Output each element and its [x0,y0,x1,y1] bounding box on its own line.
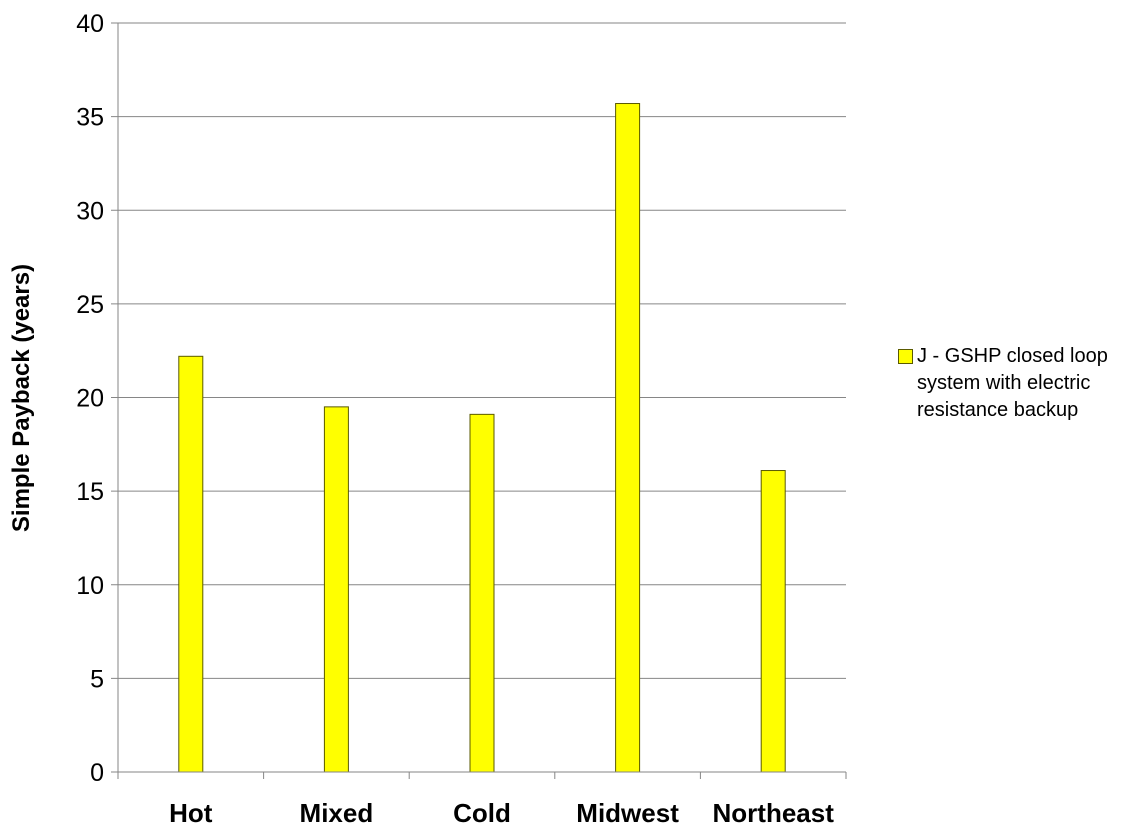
y-tick-label-40: 40 [76,10,104,38]
y-tick-label-15: 15 [76,478,104,506]
y-tick-label-35: 35 [76,104,104,132]
y-tick-label-10: 10 [76,572,104,600]
x-tick-label-cold: Cold [453,798,511,828]
y-axis-title: Simple Payback (years) [8,264,35,532]
bar-midwest [615,103,641,773]
y-tick-labels: 0 5 10 15 20 25 30 35 40 [76,10,104,787]
x-tick-labels: Hot Mixed Cold Midwest Northeast [169,798,834,828]
bar-mixed [323,406,349,773]
legend: J - GSHP closed loop system with electri… [898,343,1138,424]
bars [178,103,786,773]
bar-hot [178,355,204,773]
y-tick-label-25: 25 [76,291,104,319]
x-tick-label-midwest: Midwest [576,798,679,828]
x-tick-label-northeast: Northeast [713,798,835,828]
legend-swatch-icon [898,349,913,364]
x-tick-label-hot: Hot [169,798,213,828]
bar-cold [469,413,495,773]
axes [111,22,847,779]
legend-label: J - GSHP closed loop system with electri… [917,345,1108,421]
y-tick-label-0: 0 [90,759,104,787]
y-tick-label-30: 30 [76,197,104,225]
y-tick-label-5: 5 [90,665,104,693]
x-tick-label-mixed: Mixed [300,798,374,828]
y-tick-label-20: 20 [76,385,104,413]
bar-northeast [760,470,786,773]
